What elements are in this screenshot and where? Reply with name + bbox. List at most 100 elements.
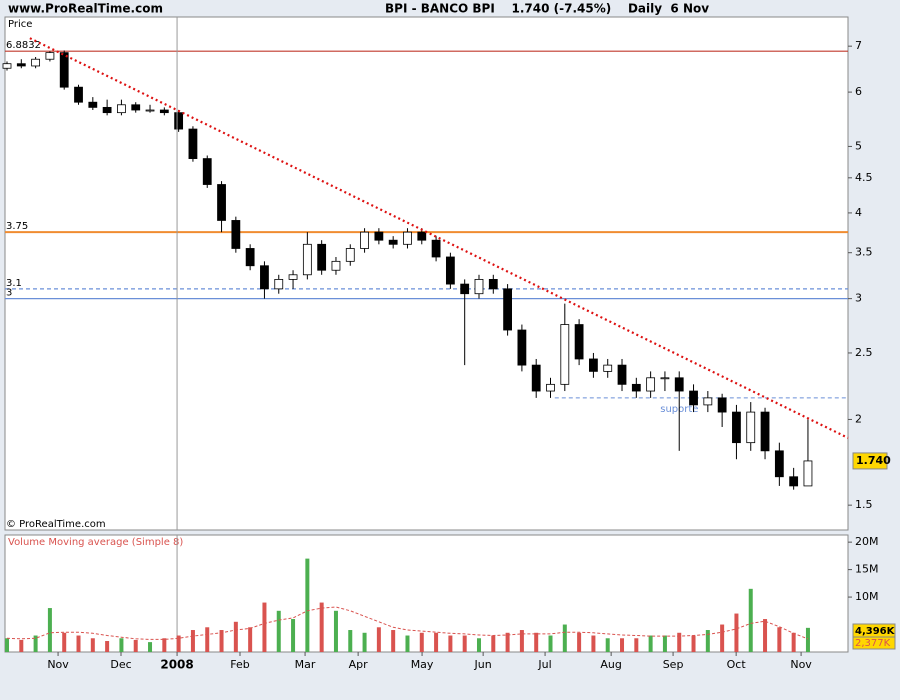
x-tick-label: May — [411, 658, 434, 671]
volume-bar — [620, 638, 625, 652]
trend-line — [29, 37, 849, 439]
volume-bar — [62, 632, 67, 652]
x-tick-label: Jul — [537, 658, 551, 671]
x-tick-label: Mar — [295, 658, 316, 671]
volume-bar — [434, 632, 439, 652]
volume-bar — [777, 627, 782, 652]
y-tick-label: 10M — [855, 590, 879, 603]
candle-body — [374, 231, 384, 241]
candle-body — [789, 476, 799, 487]
x-tick-label: Nov — [790, 658, 812, 671]
volume-bar — [491, 635, 496, 652]
candle-body — [145, 109, 155, 112]
h-line-label: 3.1 — [6, 278, 22, 289]
candle-body — [746, 411, 756, 444]
volume-bar — [605, 638, 610, 652]
last-price-box — [852, 452, 888, 470]
candle-body — [717, 397, 727, 413]
candle-body — [703, 397, 713, 406]
volume-bar — [76, 635, 81, 652]
candle-body — [431, 239, 441, 258]
volume-bar — [648, 635, 653, 652]
y-tick-label: 20M — [855, 535, 879, 548]
volume-bar — [734, 613, 739, 652]
candle-body — [45, 52, 55, 60]
last-ma-label: 2,377K — [855, 638, 891, 649]
volume-bar — [720, 624, 725, 652]
volume-bar — [376, 627, 381, 652]
candle-body — [546, 383, 555, 392]
x-tick-label: Aug — [600, 658, 621, 671]
volume-bar — [791, 632, 796, 652]
candle-body — [574, 324, 584, 360]
volume-bar — [448, 635, 453, 652]
candle-body — [288, 274, 298, 280]
candle-body — [131, 104, 141, 111]
candle-body — [589, 358, 598, 372]
volume-bar — [148, 642, 153, 652]
candle-body — [260, 265, 269, 290]
candle-body — [159, 109, 169, 114]
volume-bar — [519, 630, 524, 652]
volume-bar — [391, 630, 396, 652]
volume-bar — [90, 638, 95, 652]
candle-body — [631, 383, 641, 392]
candle-body — [403, 231, 412, 245]
volume-bar — [33, 635, 38, 652]
volume-title: Volume Moving average (Simple 8) — [8, 537, 183, 548]
candle-body — [674, 377, 684, 392]
candle-body — [317, 243, 327, 271]
h-line-label: 3.75 — [6, 221, 28, 232]
candle-body — [117, 104, 126, 114]
copyright: © ProRealTime.com — [6, 519, 106, 530]
candle-body — [302, 243, 312, 276]
x-tick-label: Apr — [349, 658, 369, 671]
candle-body — [102, 106, 112, 114]
candle-body — [345, 248, 355, 262]
candle-body — [774, 450, 784, 478]
ma-line — [6, 606, 809, 640]
candle-body — [646, 377, 656, 392]
y-tick-label: 4.5 — [855, 171, 873, 184]
y-tick-label: 15M — [855, 563, 879, 576]
y-tick-label: 1.5 — [855, 498, 873, 511]
volume-bar — [205, 627, 210, 652]
h-line-label: 6.8832 — [6, 40, 41, 51]
volume-bar — [19, 639, 24, 652]
volume-bar — [305, 558, 310, 652]
candle-body — [617, 364, 627, 385]
volume-bar — [562, 624, 567, 652]
candle-body — [88, 101, 98, 108]
volume-bar — [419, 632, 424, 652]
x-tick-label: Nov — [47, 658, 69, 671]
last-ma-box — [852, 636, 896, 650]
y-tick-label: 5 — [855, 139, 862, 152]
volume-bar — [705, 630, 710, 652]
candle-body — [488, 278, 498, 290]
candle-body — [417, 231, 427, 241]
volume-bar — [748, 588, 753, 652]
volume-bar — [5, 638, 10, 652]
x-tick-label: Sep — [663, 658, 684, 671]
candle-body — [531, 364, 541, 392]
volume-bar — [176, 635, 181, 652]
candle-body — [445, 256, 455, 285]
volume-bar — [190, 630, 195, 652]
last-price-label: 1.740 — [856, 454, 891, 467]
volume-bar — [548, 635, 553, 652]
volume-bar — [219, 630, 224, 652]
volume-bar — [262, 602, 267, 652]
x-tick-label: Oct — [727, 658, 747, 671]
y-tick-label: 7 — [855, 39, 862, 52]
candle-body — [760, 411, 770, 452]
candle-body — [16, 63, 26, 67]
x-tick-label: Feb — [230, 658, 249, 671]
candle-body — [331, 260, 341, 271]
candle-body — [174, 112, 184, 130]
volume-bar — [805, 627, 810, 652]
volume-bar — [677, 632, 682, 652]
volume-bar — [476, 638, 481, 652]
candle-body — [732, 411, 741, 444]
